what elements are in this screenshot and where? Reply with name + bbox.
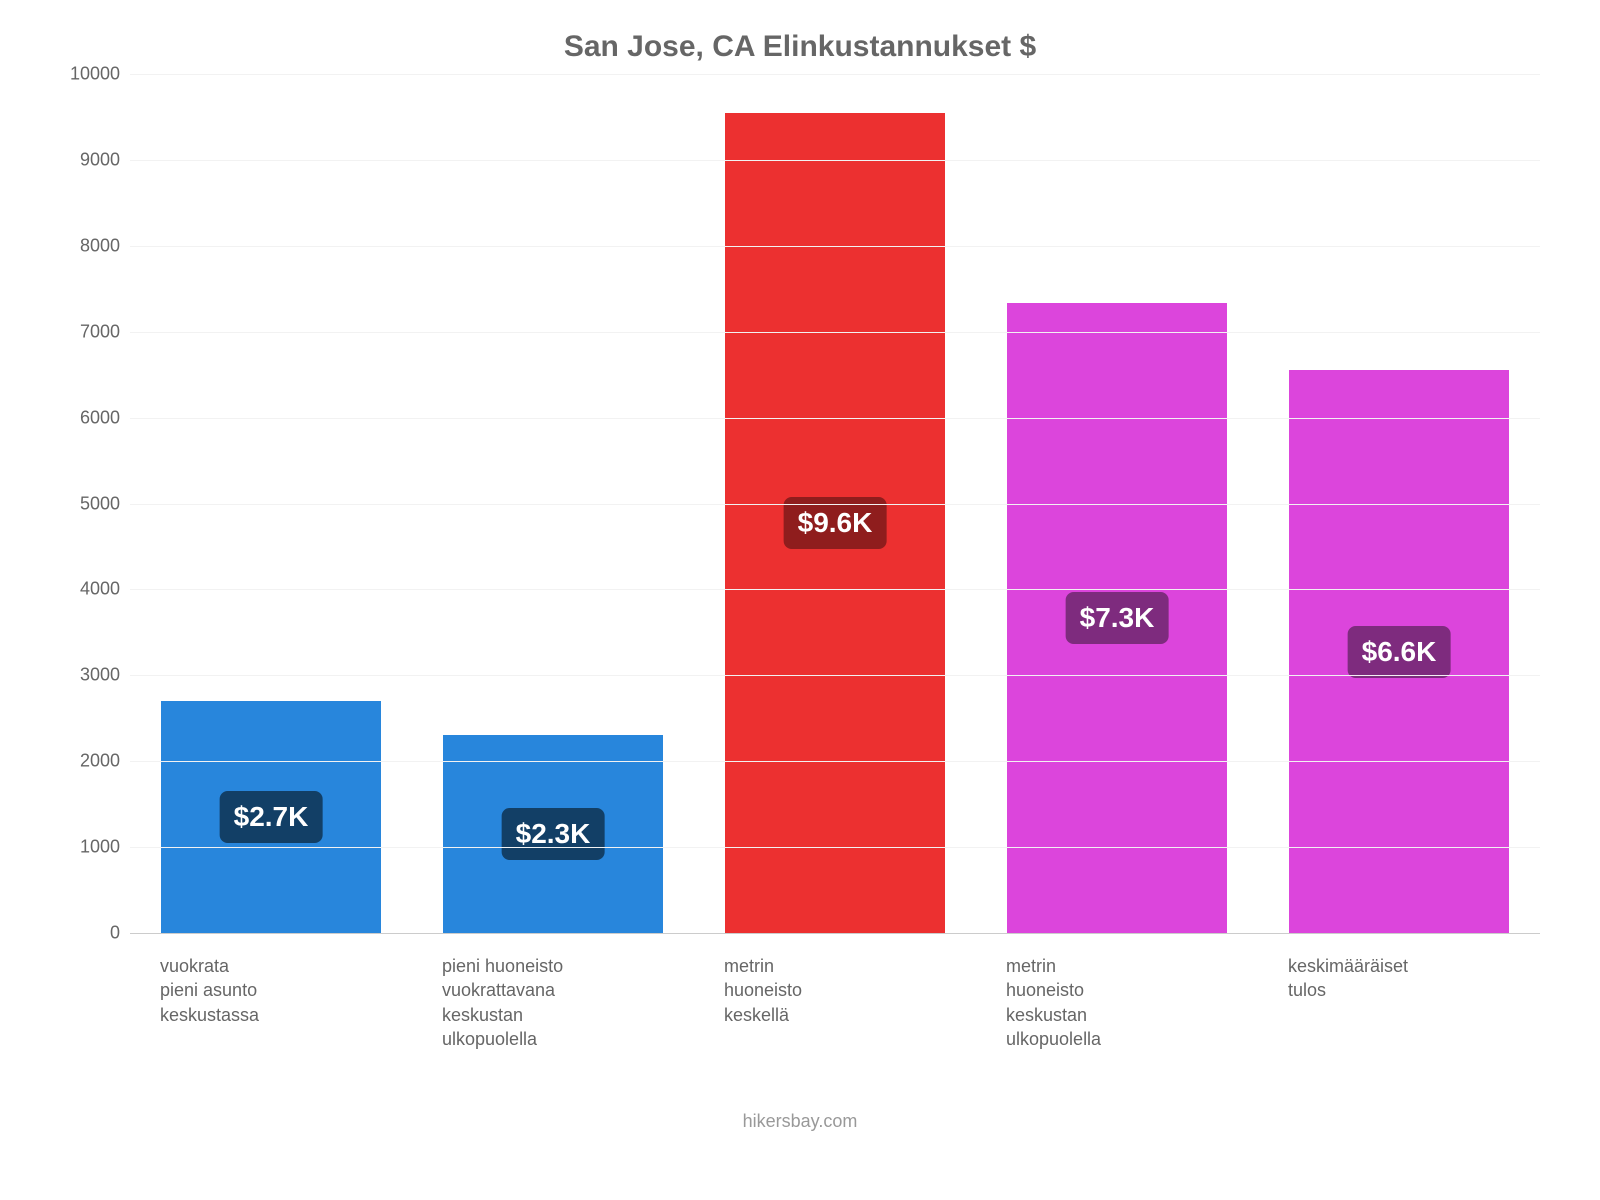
bar: $6.6K xyxy=(1289,370,1509,933)
grid-line xyxy=(130,246,1540,247)
grid-line xyxy=(130,418,1540,419)
x-axis-label: metrinhuoneistokeskustanulkopuolella xyxy=(976,954,1258,1051)
bar: $2.3K xyxy=(443,735,663,933)
y-tick-label: 3000 xyxy=(60,665,120,686)
x-axis-label: vuokratapieni asuntokeskustassa xyxy=(130,954,412,1051)
bar: $7.3K xyxy=(1007,303,1227,933)
grid-line xyxy=(130,589,1540,590)
grid-line xyxy=(130,160,1540,161)
y-tick-label: 1000 xyxy=(60,837,120,858)
grid-line xyxy=(130,761,1540,762)
attribution-text: hikersbay.com xyxy=(40,1111,1560,1132)
x-axis-labels: vuokratapieni asuntokeskustassapieni huo… xyxy=(130,954,1540,1051)
x-axis-label: metrinhuoneistokeskellä xyxy=(694,954,976,1051)
y-tick-label: 5000 xyxy=(60,493,120,514)
grid-line xyxy=(130,933,1540,934)
y-tick-label: 0 xyxy=(60,923,120,944)
y-tick-label: 4000 xyxy=(60,579,120,600)
grid-line xyxy=(130,504,1540,505)
plot-area: $2.7K$2.3K$9.6K$7.3K$6.6K 01000200030004… xyxy=(130,74,1540,934)
y-tick-label: 10000 xyxy=(60,64,120,85)
bar-value-label: $9.6K xyxy=(784,497,887,549)
y-tick-label: 6000 xyxy=(60,407,120,428)
bar: $2.7K xyxy=(161,701,381,933)
bar: $9.6K xyxy=(725,113,945,933)
x-axis-label: pieni huoneistovuokrattavanakeskustanulk… xyxy=(412,954,694,1051)
y-tick-label: 7000 xyxy=(60,321,120,342)
bar-value-label: $7.3K xyxy=(1066,592,1169,644)
y-tick-label: 9000 xyxy=(60,149,120,170)
grid-line xyxy=(130,332,1540,333)
bar-value-label: $2.3K xyxy=(502,808,605,860)
x-axis-label: keskimääräisettulos xyxy=(1258,954,1540,1051)
bar-value-label: $2.7K xyxy=(220,791,323,843)
bar-chart: San Jose, CA Elinkustannukset $ $2.7K $2.… xyxy=(0,0,1600,1200)
grid-line xyxy=(130,74,1540,75)
chart-title: San Jose, CA Elinkustannukset $ xyxy=(40,30,1560,64)
grid-line xyxy=(130,675,1540,676)
y-tick-label: 2000 xyxy=(60,751,120,772)
grid-line xyxy=(130,847,1540,848)
y-tick-label: 8000 xyxy=(60,235,120,256)
bar-value-label: $6.6K xyxy=(1348,626,1451,678)
